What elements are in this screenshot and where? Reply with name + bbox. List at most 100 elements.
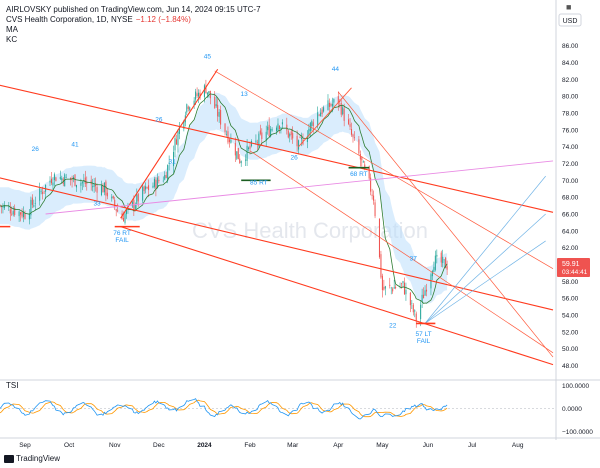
candle-body bbox=[203, 85, 205, 97]
candle-body bbox=[227, 131, 229, 143]
candle-body bbox=[209, 90, 211, 99]
candle-body bbox=[208, 91, 210, 94]
candle-body bbox=[414, 310, 416, 312]
candle-body bbox=[103, 182, 105, 193]
wave-label: 85 RT bbox=[250, 180, 268, 187]
candle-body bbox=[337, 96, 339, 104]
candle-body bbox=[28, 214, 30, 220]
wave-label: 26 bbox=[32, 146, 40, 153]
candle-body bbox=[359, 154, 361, 160]
candle-body bbox=[395, 286, 397, 289]
candle-body bbox=[146, 187, 148, 189]
candle-body bbox=[230, 139, 232, 143]
currency-label: USD bbox=[563, 18, 578, 25]
candle-body bbox=[323, 107, 325, 112]
candle-body bbox=[431, 270, 433, 277]
wave-label: FAIL bbox=[115, 237, 129, 244]
wave-label: 37 bbox=[410, 255, 418, 262]
candle-body bbox=[174, 138, 176, 151]
candle-body bbox=[330, 104, 332, 106]
candle-body bbox=[74, 174, 76, 187]
candle-body bbox=[287, 130, 289, 138]
candle-body bbox=[50, 178, 52, 184]
candle-body bbox=[53, 174, 55, 181]
candle-body bbox=[420, 304, 422, 320]
time-tick-label: Aug bbox=[512, 442, 524, 449]
candle-body bbox=[102, 185, 104, 193]
candle-body bbox=[111, 196, 113, 199]
last-price-countdown: 03:44:41 bbox=[562, 269, 588, 276]
price-tick-label: 78.00 bbox=[562, 111, 579, 118]
candle-body bbox=[162, 180, 164, 182]
candle-body bbox=[237, 147, 239, 160]
candle-body bbox=[333, 99, 335, 103]
tsi-tick-label: 100.0000 bbox=[562, 383, 589, 390]
time-tick-label: Jun bbox=[423, 442, 434, 449]
price-tick-label: 66.00 bbox=[562, 212, 579, 219]
price-tick-label: 86.00 bbox=[562, 43, 579, 50]
candle-body bbox=[225, 134, 228, 136]
magenta-trend-line bbox=[45, 160, 554, 215]
candle-body bbox=[296, 135, 298, 147]
price-tick-label: 56.00 bbox=[562, 296, 579, 303]
candle-body bbox=[249, 145, 251, 149]
channel-middle-line bbox=[0, 177, 554, 311]
candle-body bbox=[158, 179, 160, 182]
candle-body bbox=[378, 218, 380, 258]
candle-body bbox=[193, 100, 195, 106]
candle-body bbox=[142, 186, 144, 201]
candle-body bbox=[267, 126, 269, 131]
wave-label: 33 bbox=[93, 201, 101, 208]
candle-body bbox=[14, 207, 16, 215]
tsi-pane-label[interactable]: TSI bbox=[6, 381, 19, 390]
indicator-kc[interactable]: KC bbox=[6, 35, 17, 45]
price-tick-label: 62.00 bbox=[562, 245, 579, 252]
price-tick-label: 70.00 bbox=[562, 178, 579, 185]
candle-body bbox=[381, 275, 383, 291]
candle-body bbox=[40, 191, 42, 192]
candle-body bbox=[217, 104, 219, 117]
price-tick-label: 68.00 bbox=[562, 195, 579, 202]
candle-body bbox=[298, 140, 300, 150]
candle-body bbox=[348, 119, 350, 125]
candle-body bbox=[236, 151, 238, 159]
candle-body bbox=[383, 286, 385, 290]
candle-body bbox=[412, 304, 414, 313]
candle-body bbox=[290, 131, 292, 135]
candle-body bbox=[124, 214, 126, 223]
indicator-ma[interactable]: MA bbox=[6, 25, 18, 35]
candle-body bbox=[340, 102, 342, 115]
candle-body bbox=[84, 177, 86, 184]
candle-body bbox=[442, 256, 444, 264]
price-tick-label: 52.00 bbox=[562, 329, 579, 336]
symbol-name[interactable]: CVS Health Corporation, 1D, NYSE bbox=[6, 15, 133, 24]
candle-body bbox=[156, 177, 158, 189]
author-line: AIRLOVSKY published on TradingView.com, … bbox=[6, 5, 261, 14]
candle-body bbox=[125, 209, 128, 215]
price-tick-label: 58.00 bbox=[562, 279, 579, 286]
candle-body bbox=[205, 85, 207, 94]
wave-label: 13 bbox=[241, 91, 249, 98]
time-tick-label: 2024 bbox=[197, 442, 212, 449]
candle-body bbox=[289, 134, 291, 137]
time-tick-label: Feb bbox=[244, 442, 256, 449]
candle-body bbox=[234, 143, 236, 156]
candle-body bbox=[311, 121, 313, 127]
candle-body bbox=[112, 196, 114, 199]
candle-body bbox=[401, 283, 403, 285]
currency-box[interactable] bbox=[558, 13, 582, 27]
candle-body bbox=[152, 185, 154, 188]
candle-body bbox=[168, 162, 170, 164]
fork-blue-upper bbox=[424, 175, 546, 324]
last-price-value: 59.91 bbox=[562, 261, 580, 268]
candle-body bbox=[308, 128, 310, 137]
candle-body bbox=[351, 128, 353, 135]
candle-body bbox=[218, 111, 220, 117]
candle-body bbox=[20, 212, 22, 215]
candle-body bbox=[280, 127, 282, 129]
price-tick-label: 84.00 bbox=[562, 60, 579, 67]
price-tick-label: 72.00 bbox=[562, 161, 579, 168]
channel-lower-line bbox=[120, 226, 554, 366]
symbol-header[interactable]: CVS Health Corporation, 1D, NYSE −1.12 (−… bbox=[6, 15, 191, 25]
candle-body bbox=[320, 112, 322, 117]
